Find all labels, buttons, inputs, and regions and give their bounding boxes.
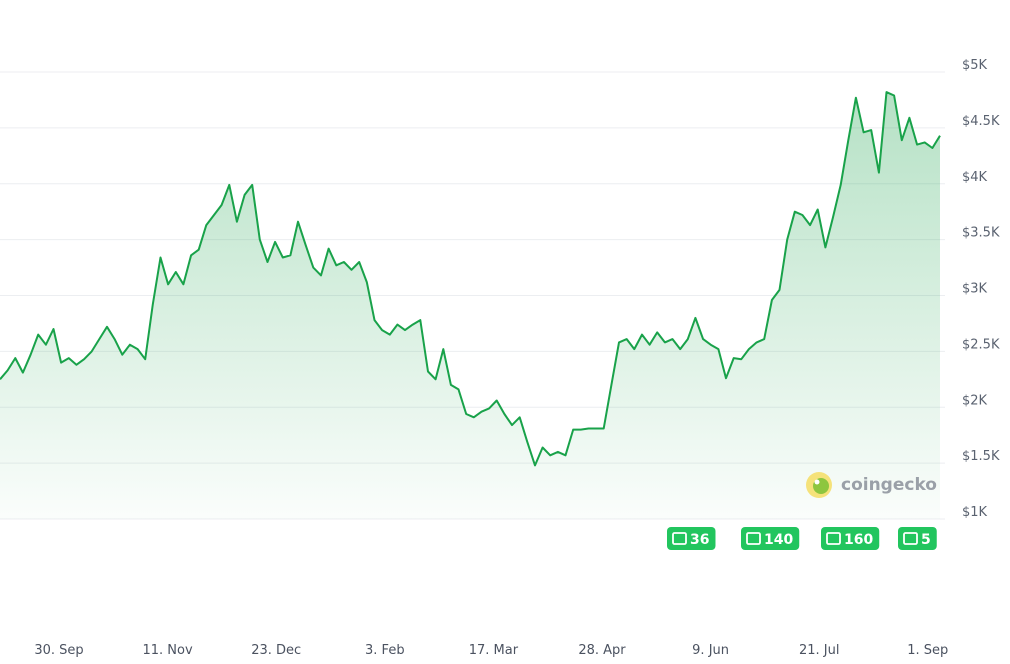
y-tick-label: $3K xyxy=(962,282,988,297)
watermark-text: coingecko xyxy=(841,475,937,495)
y-tick-label: $1K xyxy=(962,505,988,520)
y-tick-label: $2K xyxy=(962,393,988,408)
price-line xyxy=(0,91,941,467)
y-tick-label: $3.5K xyxy=(962,226,1000,241)
x-tick-label: 17. Mar xyxy=(469,643,519,658)
y-tick-label: $4.5K xyxy=(962,114,1000,129)
news-badge: 36 xyxy=(667,527,716,550)
badge-icon xyxy=(826,532,841,545)
news-count: 5 xyxy=(921,532,931,548)
news-badge: 140 xyxy=(741,527,800,550)
y-tick-label: $1.5K xyxy=(962,449,1000,464)
y-tick-label: $5K xyxy=(962,58,988,73)
x-tick-label: 30. Sep xyxy=(34,643,83,658)
badge-icon xyxy=(672,532,687,545)
y-tick-label: $4K xyxy=(962,170,988,185)
labels: $1K $1.5K $2K $2.5K $3K $3.5K $4K $4.5K $5K 30. S… xyxy=(34,58,1000,658)
watermark: coingecko xyxy=(806,472,937,498)
x-tick-label: 23. Dec xyxy=(251,643,301,658)
x-tick-label: 11. Nov xyxy=(143,643,193,658)
x-tick-label: 28. Apr xyxy=(578,643,626,658)
x-tick-label: 9. Jun xyxy=(692,643,729,658)
plot xyxy=(0,91,941,519)
area xyxy=(0,92,940,519)
badge-icon xyxy=(746,532,761,545)
logo-eye xyxy=(814,479,820,485)
x-tick-label: 3. Feb xyxy=(365,643,405,658)
news-badge: 5 xyxy=(898,527,937,550)
y-tick-label: $2.5K xyxy=(962,337,1000,352)
x-tick-label: 21. Jul xyxy=(799,643,840,658)
badge-icon xyxy=(903,532,918,545)
news-count: 36 xyxy=(690,532,709,548)
news-count: 160 xyxy=(844,532,873,548)
news-count: 140 xyxy=(764,532,793,548)
news-badge: 160 xyxy=(821,527,880,550)
x-tick-label: 1. Sep xyxy=(907,643,948,658)
